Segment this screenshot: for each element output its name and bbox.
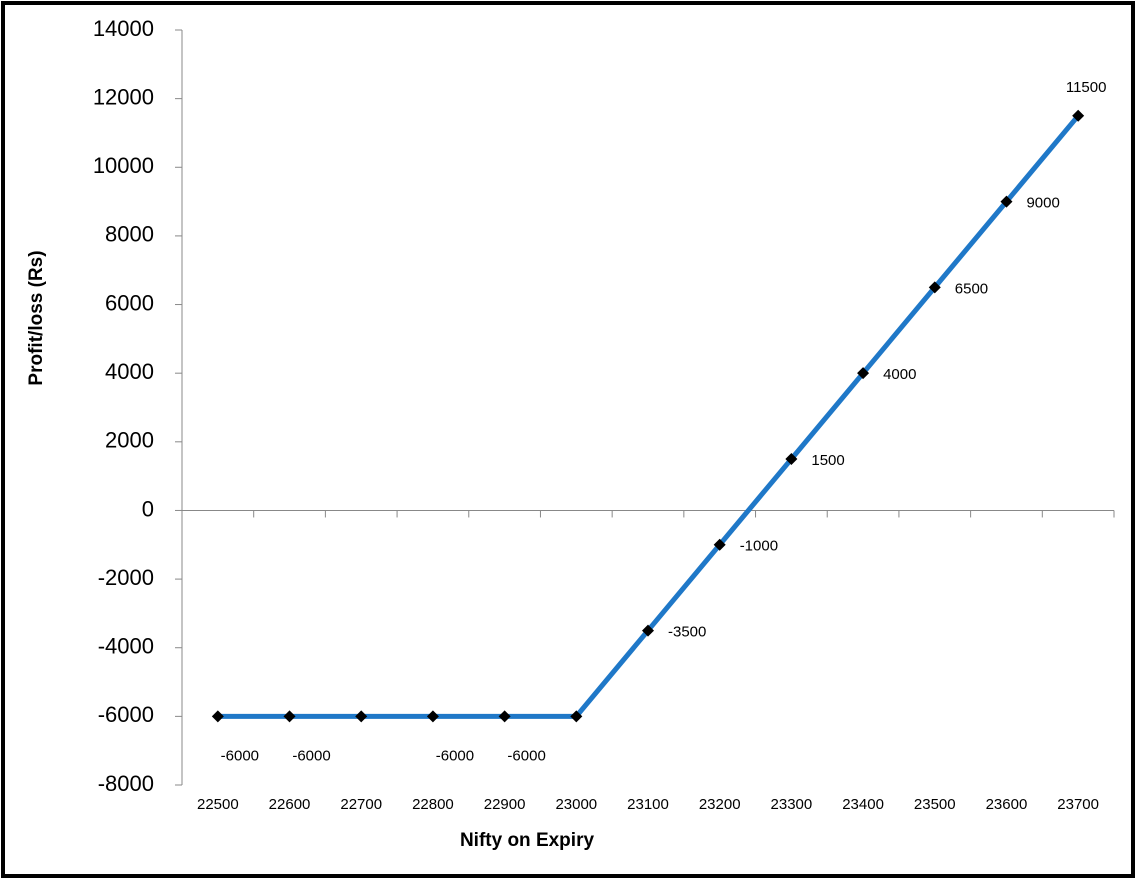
x-tick-label: 22600 — [269, 796, 311, 813]
y-tick-label: 4000 — [105, 359, 154, 384]
x-tick-label: 23000 — [555, 796, 597, 813]
data-marker — [642, 624, 654, 637]
y-tick-label: 10000 — [93, 153, 154, 178]
x-tick-label: 23700 — [1057, 796, 1099, 813]
x-tick-label: 22800 — [412, 796, 454, 813]
data-marker — [785, 452, 798, 465]
data-marker — [1000, 195, 1013, 208]
y-axis-title: Profit/loss (Rs) — [26, 250, 47, 385]
data-label: 9000 — [1026, 195, 1059, 212]
data-marker — [713, 538, 726, 551]
y-tick-label: 6000 — [105, 290, 154, 315]
x-axis-title: Nifty on Expiry — [460, 830, 595, 851]
data-label: 4000 — [883, 366, 916, 383]
x-tick-label: 22700 — [340, 796, 382, 813]
data-marker — [283, 710, 296, 723]
data-label: -3500 — [668, 624, 706, 641]
x-tick-label: 22900 — [484, 796, 526, 813]
data-marker — [928, 281, 941, 294]
y-tick-label: 2000 — [105, 428, 154, 453]
x-tick-label: 23300 — [771, 796, 813, 813]
data-marker — [1072, 109, 1085, 122]
data-label: 1500 — [811, 452, 844, 469]
x-tick-label: 23500 — [914, 796, 956, 813]
x-tick-label: 22500 — [197, 796, 239, 813]
data-label: 6500 — [955, 280, 988, 297]
data-marker — [211, 710, 224, 723]
y-tick-label: -4000 — [98, 634, 154, 659]
data-label: -6000 — [292, 747, 330, 764]
data-marker — [857, 367, 870, 380]
data-marker — [570, 710, 583, 723]
data-label: -6000 — [221, 747, 259, 764]
data-marker — [426, 710, 439, 723]
data-marker — [355, 710, 368, 723]
y-tick-label: 0 — [142, 496, 154, 521]
y-tick-label: 14000 — [93, 16, 154, 41]
x-tick-label: 23600 — [986, 796, 1028, 813]
data-label: 11500 — [1066, 79, 1107, 96]
y-tick-label: 12000 — [93, 84, 154, 109]
x-tick-label: 23400 — [842, 796, 884, 813]
data-marker — [498, 710, 511, 723]
data-label: -1000 — [740, 538, 778, 555]
y-tick-label: -2000 — [98, 565, 154, 590]
data-label: -6000 — [436, 747, 474, 764]
x-tick-label: 23200 — [699, 796, 741, 813]
data-label: -6000 — [507, 747, 545, 764]
y-tick-label: -6000 — [98, 702, 154, 727]
y-tick-label: 8000 — [105, 222, 154, 247]
x-tick-label: 23100 — [627, 796, 669, 813]
y-tick-label: -8000 — [98, 771, 154, 796]
